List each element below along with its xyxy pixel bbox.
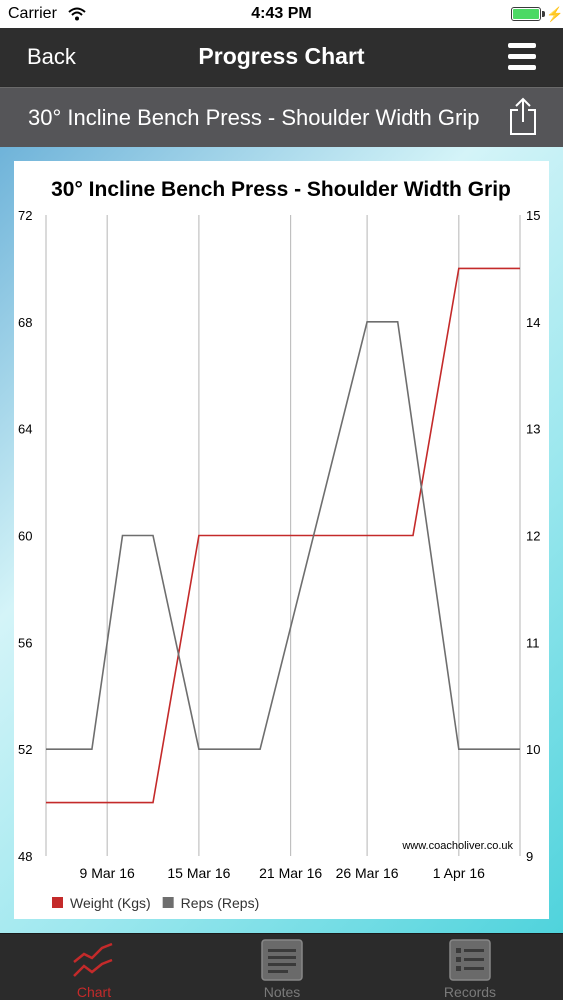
menu-icon[interactable] — [508, 43, 536, 71]
y-right-tick-label: 11 — [526, 635, 540, 650]
y-right-tick-label: 14 — [526, 315, 540, 330]
charging-icon: ⚡ — [546, 6, 563, 22]
y-right-tick-label: 10 — [526, 742, 540, 757]
wifi-icon — [68, 7, 86, 21]
exercise-header: 30° Incline Bench Press - Shoulder Width… — [0, 87, 563, 147]
y-left-tick-label: 68 — [18, 315, 32, 330]
y-left-tick-label: 60 — [18, 529, 32, 544]
y-left-tick-label: 48 — [18, 849, 32, 864]
progress-chart: 30° Incline Bench Press - Shoulder Width… — [18, 178, 540, 911]
tab-notes-label: Notes — [263, 984, 301, 1000]
share-icon[interactable] — [507, 96, 539, 136]
x-tick-label: 9 Mar 16 — [80, 865, 135, 881]
x-tick-label: 21 Mar 16 — [259, 865, 322, 881]
tab-records[interactable]: Records — [376, 934, 563, 1000]
tab-notes[interactable]: Notes — [188, 934, 376, 1000]
y-left-tick-label: 56 — [18, 635, 32, 650]
series-line-1 — [46, 267, 520, 804]
x-tick-label: 26 Mar 16 — [336, 865, 399, 881]
series-line-2 — [46, 321, 520, 751]
chart-watermark: www.coacholiver.co.uk — [401, 840, 513, 852]
y-left-tick-label: 72 — [18, 208, 32, 223]
tab-records-label: Records — [443, 984, 497, 1000]
y-right-tick-label: 15 — [526, 208, 540, 223]
exercise-title: 30° Incline Bench Press - Shoulder Width… — [28, 105, 480, 130]
tab-chart[interactable]: Chart — [0, 934, 188, 1000]
nav-bar: Back Progress Chart — [0, 28, 563, 86]
chart-title: 30° Incline Bench Press - Shoulder Width… — [51, 178, 511, 201]
chart-card: 30° Incline Bench Press - Shoulder Width… — [14, 161, 549, 919]
battery-icon — [511, 7, 545, 21]
records-icon — [449, 939, 491, 981]
carrier-label: Carrier — [8, 5, 57, 22]
back-button[interactable]: Back — [27, 44, 76, 69]
notes-icon — [261, 939, 303, 981]
y-left-tick-label: 52 — [18, 742, 32, 757]
y-left-tick-label: 64 — [18, 422, 32, 437]
x-tick-label: 15 Mar 16 — [167, 865, 230, 881]
legend-label-1: Weight (Kgs) — [70, 895, 151, 911]
tab-bar: Chart Notes Records — [0, 933, 563, 1000]
x-tick-label: 1 Apr 16 — [433, 865, 485, 881]
y-right-tick-label: 13 — [526, 422, 540, 437]
tab-chart-label: Chart — [76, 984, 112, 1000]
legend-label-2: Reps (Reps) — [181, 895, 260, 911]
chart-icon — [73, 942, 113, 977]
page-title: Progress Chart — [198, 43, 365, 69]
status-time: 4:43 PM — [251, 5, 312, 22]
y-right-tick-label: 12 — [526, 529, 540, 544]
legend-swatch-1 — [52, 897, 63, 908]
y-right-tick-label: 9 — [526, 849, 533, 864]
status-bar: Carrier 4:43 PM ⚡ — [0, 0, 563, 28]
legend-swatch-2 — [162, 897, 174, 908]
